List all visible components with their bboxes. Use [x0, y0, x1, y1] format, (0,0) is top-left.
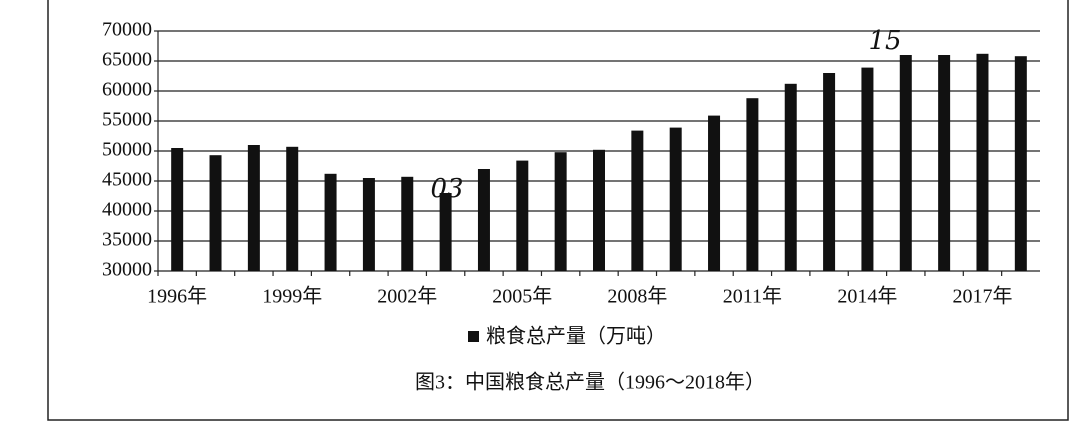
bar	[554, 152, 567, 271]
bar	[938, 55, 951, 271]
bar	[976, 53, 989, 271]
x-tick-label: 1996年	[147, 285, 207, 308]
y-tick-label: 50000	[102, 139, 152, 161]
bar	[631, 130, 644, 271]
y-tick-label: 30000	[102, 259, 152, 281]
legend-label: 粮食总产量（万吨）	[486, 325, 666, 348]
bar	[362, 178, 375, 271]
bar	[746, 98, 759, 271]
bar	[286, 146, 299, 271]
bar	[477, 169, 490, 271]
y-tick-label: 60000	[102, 79, 152, 101]
x-tick-label: 2002年	[377, 285, 437, 308]
bar	[861, 67, 874, 271]
x-tick-label: 2014年	[837, 285, 897, 308]
bar	[401, 176, 414, 271]
bar	[669, 127, 682, 271]
bar	[899, 55, 912, 271]
bar	[171, 148, 184, 271]
bar	[784, 83, 797, 271]
bar	[593, 149, 605, 271]
y-tick-label: 40000	[102, 199, 152, 221]
bar	[247, 145, 260, 271]
x-tick-label: 2011年	[723, 285, 782, 308]
bar	[324, 173, 337, 271]
y-tick-label: 45000	[102, 169, 152, 191]
y-tick-label: 55000	[102, 109, 152, 131]
y-tick-label: 70000	[102, 19, 152, 41]
y-tick-label: 35000	[102, 229, 152, 251]
caption: 图3：中国粮食总产量（1996～2018年）	[415, 371, 765, 394]
bar	[209, 155, 222, 271]
bar	[823, 73, 836, 271]
frame	[47, 0, 1069, 421]
legend-swatch	[468, 331, 479, 342]
bar	[1014, 56, 1027, 272]
bar	[439, 193, 452, 271]
x-tick-label: 1999年	[262, 285, 322, 308]
y-tick-label: 65000	[102, 49, 152, 71]
x-tick-label: 2017年	[952, 285, 1012, 308]
x-tick-label: 2008年	[607, 285, 667, 308]
x-tick-label: 2005年	[492, 285, 552, 308]
bar	[708, 115, 721, 271]
bar	[516, 160, 529, 271]
